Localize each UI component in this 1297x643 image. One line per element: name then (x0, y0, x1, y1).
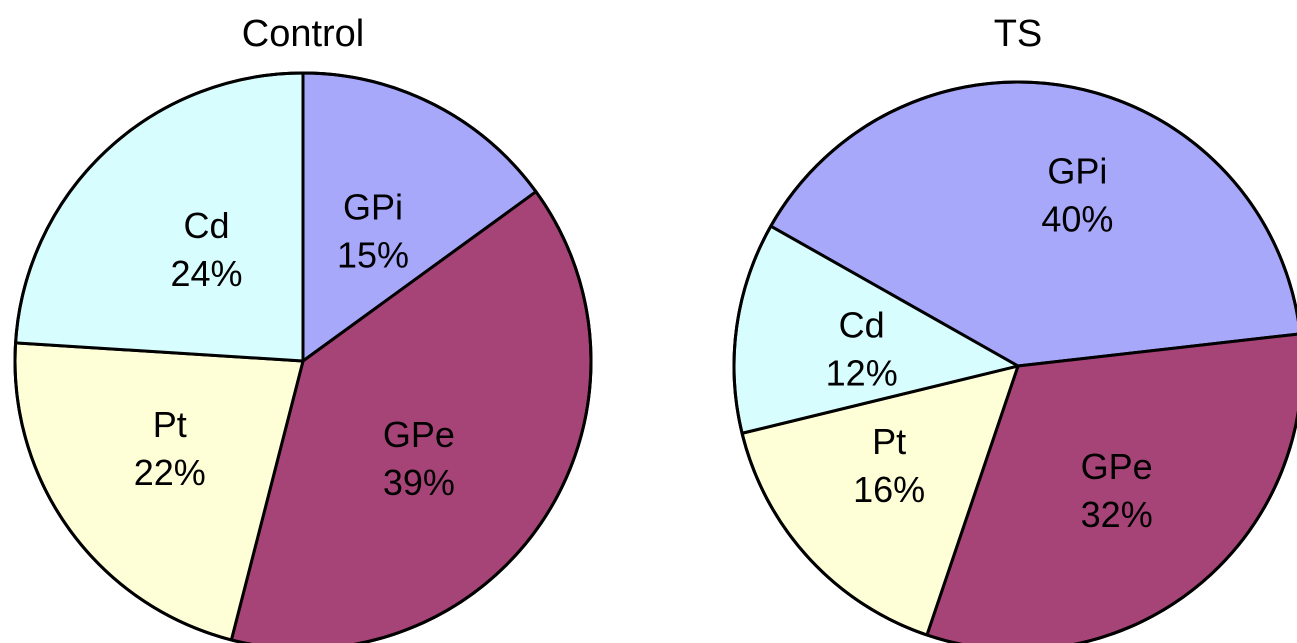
ts-value-pt: 16% (853, 469, 925, 510)
control-label-gpi: GPi (343, 187, 403, 228)
ts-label-gpi: GPi (1047, 150, 1107, 191)
control-value-cd: 24% (170, 253, 242, 294)
ts-pie-chart: TS GPi 40% GPe 32% Pt 16% Cd 12% (732, 13, 1297, 643)
control-chart-title: Control (242, 13, 365, 55)
ts-label-cd: Cd (839, 305, 885, 346)
control-label-gpe: GPe (383, 414, 455, 455)
control-pie-chart: Control GPi 15% GPe 39% Pt 22% Cd 24% (13, 13, 593, 643)
ts-value-gpi: 40% (1041, 198, 1113, 239)
ts-label-gpe: GPe (1081, 446, 1153, 487)
control-slice-cd (14, 71, 305, 363)
control-value-pt: 22% (134, 452, 206, 493)
ts-pie-outline (732, 80, 1297, 643)
control-label-pt: Pt (153, 404, 187, 445)
control-label-cd: Cd (183, 205, 229, 246)
control-pie-outline (13, 71, 593, 643)
ts-value-gpe: 32% (1081, 494, 1153, 535)
ts-label-pt: Pt (872, 421, 906, 462)
ts-value-cd: 12% (826, 353, 898, 394)
ts-chart-title: TS (994, 13, 1043, 55)
control-value-gpi: 15% (337, 235, 409, 276)
control-value-gpe: 39% (383, 462, 455, 503)
